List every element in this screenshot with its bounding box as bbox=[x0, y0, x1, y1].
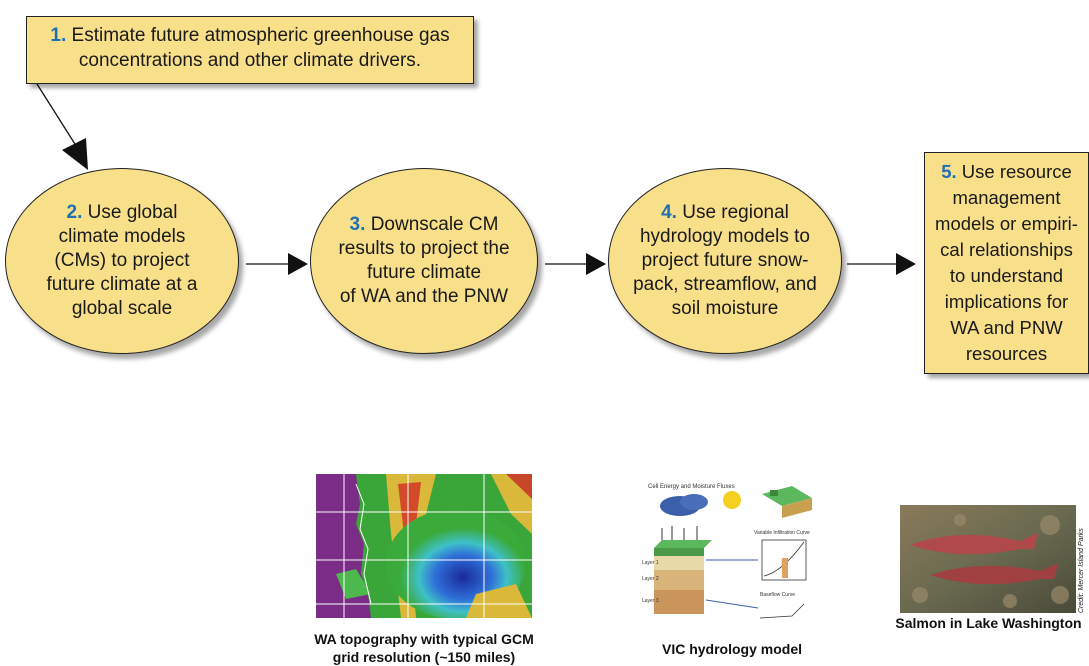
step-3-ellipse: 3. Downscale CM results to project the f… bbox=[310, 168, 538, 354]
arrow-4-to-5-head bbox=[896, 253, 916, 275]
step-3-text: 3. Downscale CM results to project the f… bbox=[338, 214, 510, 307]
photo-credit: Credit: Mercer Island Parks bbox=[1078, 528, 1085, 613]
sun-icon bbox=[723, 491, 741, 509]
step-1-box: 1. Estimate future atmospheric greenhous… bbox=[26, 16, 474, 84]
layer-3-label: Layer 3 bbox=[642, 598, 659, 604]
step-4-ellipse: 4. Use regional hydrology models to proj… bbox=[608, 168, 842, 354]
salmon-1 bbox=[910, 533, 1038, 555]
step-2-number: 2. bbox=[66, 202, 83, 223]
step-4-text: 4. Use regional hydrology models to proj… bbox=[633, 202, 817, 319]
arrow-3-to-4-head bbox=[586, 253, 606, 275]
step-4-number: 4. bbox=[661, 202, 677, 223]
salmon-photo bbox=[900, 505, 1076, 613]
vic-hydrology-diagram: Cell Energy and Moisture Fluxes Layer 1 … bbox=[642, 476, 822, 624]
topography-map-image bbox=[316, 474, 532, 618]
wa-topography-map bbox=[316, 474, 532, 618]
layer-1-label: Layer 1 bbox=[642, 560, 659, 566]
step-2-text: 2. Use global climate models (CMs) to pr… bbox=[46, 202, 198, 319]
baseflow-curve-label: Baseflow Curve bbox=[760, 592, 795, 598]
step-1-line1: 1. Estimate future atmospheric greenhous… bbox=[50, 25, 450, 46]
vic-diagram-image: Cell Energy and Moisture Fluxes Layer 1 … bbox=[642, 476, 822, 624]
vic-title-label: Cell Energy and Moisture Fluxes bbox=[648, 484, 735, 490]
step-3-number: 3. bbox=[349, 214, 366, 235]
arrow-2-to-3-head bbox=[288, 253, 308, 275]
step-1-line2: concentrations and other climate drivers… bbox=[78, 50, 422, 71]
step-5-box: 5. Use resource management models or emp… bbox=[924, 152, 1089, 374]
salmon-caption: Salmon in Lake Washington bbox=[895, 615, 1082, 631]
vic-caption: VIC hydrology model bbox=[661, 641, 802, 657]
salmon-photo-image bbox=[900, 505, 1076, 613]
layer-2-label: Layer 2 bbox=[642, 576, 659, 582]
topography-caption: WA topography with typical GCM grid reso… bbox=[314, 631, 534, 665]
arrow-1-to-2 bbox=[36, 83, 81, 153]
arrow-1-to-2-head bbox=[62, 138, 88, 170]
step-1-number: 1. bbox=[50, 25, 67, 46]
infiltration-curve-label: Variable Infiltration Curve bbox=[754, 530, 810, 536]
salmon-2 bbox=[930, 563, 1058, 585]
step-2-ellipse: 2. Use global climate models (CMs) to pr… bbox=[5, 168, 239, 354]
step-5-number: 5. bbox=[941, 161, 957, 182]
